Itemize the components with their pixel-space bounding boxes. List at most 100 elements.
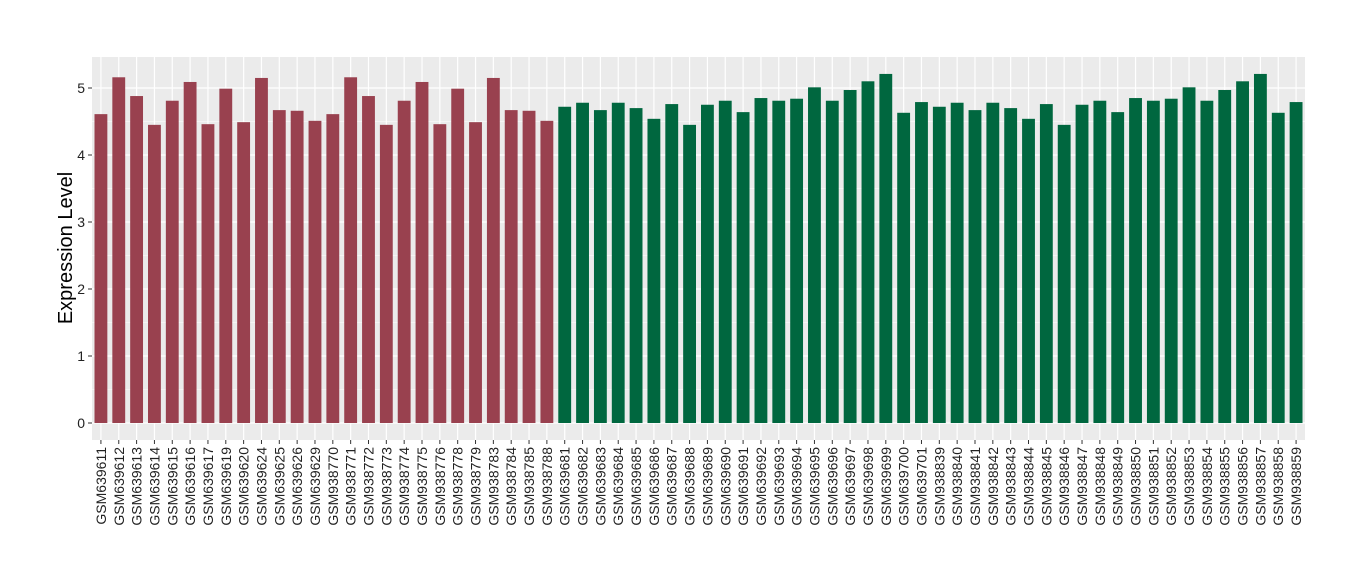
y-tick-label: 5: [77, 80, 85, 96]
bar-GSM938840: [950, 102, 964, 424]
x-tick-label: GSM639683: [592, 447, 608, 526]
x-tick-label: GSM639699: [878, 447, 894, 526]
bar-GSM938852: [1164, 98, 1178, 423]
bar-GSM639694: [790, 98, 804, 423]
x-tick-label: GSM938774: [396, 447, 412, 526]
bar-GSM639690: [718, 100, 732, 423]
x-tick-label: GSM639700: [896, 447, 912, 526]
bar-GSM639682: [576, 102, 589, 424]
x-tick-label: GSM639616: [182, 447, 198, 526]
x-tick-label: GSM938856: [1235, 447, 1251, 526]
bar-GSM938770: [326, 114, 340, 423]
x-tick-label: GSM938847: [1074, 447, 1090, 526]
x-axis: GSM639611 GSM639612 GSM639613 GSM639614 GSM6…: [93, 440, 1304, 526]
bar-GSM639684: [611, 102, 625, 424]
bar-GSM938847: [1075, 104, 1089, 423]
bar-GSM938774: [397, 100, 411, 423]
x-tick-label: GSM639614: [146, 447, 162, 526]
x-tick-label: GSM938784: [503, 447, 519, 526]
bar-GSM938850: [1129, 98, 1142, 424]
bar-GSM938853: [1182, 87, 1196, 423]
bar-GSM938784: [504, 110, 518, 424]
bar-GSM639701: [915, 102, 928, 423]
x-tick-label: GSM639620: [236, 447, 252, 526]
bar-GSM639629: [308, 120, 322, 423]
bar-GSM938846: [1057, 124, 1071, 423]
bar-GSM639614: [148, 124, 161, 423]
x-tick-label: GSM639629: [307, 447, 323, 526]
x-tick-label: GSM639624: [253, 447, 269, 526]
bar-GSM639683: [593, 110, 607, 424]
bar-GSM639687: [665, 104, 679, 423]
x-tick-label: GSM938848: [1092, 447, 1108, 526]
y-axis-label: Expression Level: [55, 172, 77, 324]
x-tick-label: GSM938840: [949, 447, 965, 526]
x-tick-label: GSM639682: [575, 447, 591, 526]
x-tick-label: GSM938776: [432, 447, 448, 526]
x-tick-label: GSM639688: [682, 447, 698, 526]
bar-GSM938843: [1004, 108, 1018, 423]
bar-GSM639611: [94, 114, 108, 423]
bar-GSM639681: [558, 106, 572, 423]
bar-GSM938841: [968, 110, 982, 424]
x-tick-label: GSM938852: [1163, 447, 1179, 526]
x-tick-label: GSM938854: [1199, 447, 1215, 526]
x-tick-label: GSM639625: [271, 447, 287, 526]
x-tick-label: GSM639612: [111, 447, 127, 526]
bar-GSM938785: [522, 110, 536, 423]
bar-GSM639624: [255, 77, 268, 423]
bar-GSM639693: [772, 100, 786, 423]
bar-GSM639612: [112, 77, 126, 423]
x-tick-label: GSM938841: [967, 447, 983, 526]
x-tick-label: GSM938859: [1288, 447, 1304, 526]
x-tick-label: GSM938788: [539, 447, 555, 526]
bar-GSM639695: [808, 87, 821, 423]
bar-GSM938856: [1236, 81, 1249, 424]
x-tick-label: GSM639626: [289, 447, 305, 526]
bar-GSM639619: [219, 88, 233, 424]
bar-GSM938788: [540, 120, 554, 423]
bar-GSM938773: [379, 124, 393, 423]
x-tick-label: GSM938839: [931, 447, 947, 526]
y-tick-label: 0: [77, 415, 85, 431]
x-tick-label: GSM938853: [1181, 447, 1197, 526]
x-tick-label: GSM639681: [557, 447, 573, 526]
x-tick-label: GSM938842: [985, 447, 1001, 526]
x-tick-label: GSM639611: [93, 447, 109, 525]
x-tick-label: GSM639690: [717, 447, 733, 526]
x-tick-label: GSM639698: [860, 447, 876, 526]
y-tick-label: 3: [77, 214, 85, 230]
bar-GSM639685: [629, 108, 643, 423]
x-tick-label: GSM639615: [164, 447, 180, 526]
y-tick-label: 1: [77, 348, 85, 364]
bar-GSM639691: [736, 112, 750, 424]
bar-GSM938839: [932, 106, 946, 423]
x-tick-label: GSM639685: [628, 447, 644, 526]
x-tick-label: GSM938849: [1110, 447, 1126, 526]
x-tick-label: GSM639613: [129, 447, 145, 526]
bar-GSM639686: [647, 118, 661, 423]
x-tick-label: GSM938851: [1145, 447, 1161, 526]
x-tick-label: GSM938773: [378, 447, 394, 526]
bar-GSM639616: [183, 81, 197, 423]
bar-GSM938775: [415, 81, 429, 423]
bar-GSM639698: [861, 81, 875, 424]
x-tick-label: GSM639684: [610, 447, 626, 526]
bar-GSM938772: [362, 96, 375, 423]
bar-GSM938851: [1146, 100, 1160, 423]
bar-GSM639617: [201, 124, 215, 424]
x-tick-label: GSM938772: [360, 447, 376, 526]
x-tick-label: GSM938844: [1021, 447, 1037, 526]
x-tick-label: GSM938846: [1056, 447, 1072, 526]
bar-GSM938844: [1022, 118, 1035, 423]
bar-GSM938771: [344, 77, 358, 423]
x-tick-label: GSM639693: [771, 447, 787, 526]
bar-GSM938783: [486, 77, 500, 423]
x-tick-label: GSM938778: [450, 447, 466, 526]
bar-GSM938778: [451, 88, 465, 424]
x-tick-label: GSM938770: [325, 447, 341, 526]
bar-GSM938845: [1039, 104, 1053, 423]
bar-GSM639615: [165, 100, 179, 423]
y-tick-label: 2: [77, 281, 85, 297]
bar-GSM639613: [130, 96, 144, 423]
